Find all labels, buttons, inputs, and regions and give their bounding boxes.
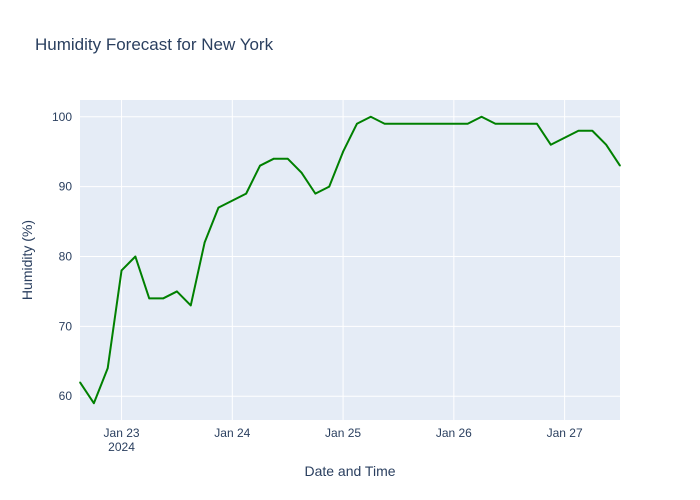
data-point (148, 297, 151, 300)
y-tick-label: 100 (52, 110, 72, 124)
data-point (189, 304, 192, 307)
y-axis-title: Humidity (%) (19, 220, 35, 300)
data-point (300, 171, 303, 174)
data-point (273, 157, 275, 160)
data-point (508, 122, 511, 125)
data-point (522, 122, 524, 125)
data-point (536, 122, 538, 125)
data-point (176, 290, 178, 293)
series-layer (79, 115, 621, 405)
data-point (549, 143, 552, 146)
data-point (369, 115, 372, 118)
data-point (591, 129, 594, 132)
data-point (203, 241, 206, 244)
data-point (79, 381, 81, 384)
data-point (106, 367, 109, 370)
y-tick-label: 90 (59, 180, 73, 194)
data-point (134, 255, 137, 258)
data-point (397, 122, 400, 125)
data-point (162, 297, 164, 300)
x-axis-title: Date and Time (304, 463, 395, 479)
data-point (93, 402, 95, 405)
data-point (453, 122, 455, 125)
data-point (286, 157, 289, 160)
data-point (120, 269, 123, 272)
data-point (411, 122, 414, 125)
plot-area (80, 100, 620, 420)
x-tick-label: Jan 23 (104, 426, 140, 440)
data-point (245, 192, 247, 195)
data-point (577, 129, 580, 132)
data-point (480, 115, 483, 118)
data-point (231, 199, 234, 202)
data-point (356, 122, 358, 125)
data-point (328, 185, 331, 188)
x-tick-label: Jan 24 (214, 426, 250, 440)
data-point (605, 143, 607, 146)
data-point (217, 206, 220, 209)
x-tick-label: Jan 27 (547, 426, 583, 440)
data-point (425, 122, 427, 125)
data-point (439, 122, 441, 125)
data-point (619, 164, 621, 167)
data-point (466, 122, 469, 125)
y-tick-label: 70 (59, 319, 73, 333)
data-point (259, 164, 261, 167)
data-point (563, 136, 566, 139)
data-point (314, 192, 317, 195)
humidity-series-line (79, 115, 621, 405)
y-tick-label: 60 (59, 389, 73, 403)
y-tick-label: 80 (59, 250, 73, 264)
data-point (383, 122, 386, 125)
y-axis-ticks: 60 70 80 90 100 (52, 110, 72, 403)
x-tick-year-label: 2024 (108, 440, 135, 454)
x-tick-label: Jan 26 (436, 426, 472, 440)
x-tick-label: Jan 25 (325, 426, 361, 440)
data-point (342, 150, 344, 153)
chart-title: Humidity Forecast for New York (35, 35, 274, 54)
data-point (494, 122, 497, 125)
